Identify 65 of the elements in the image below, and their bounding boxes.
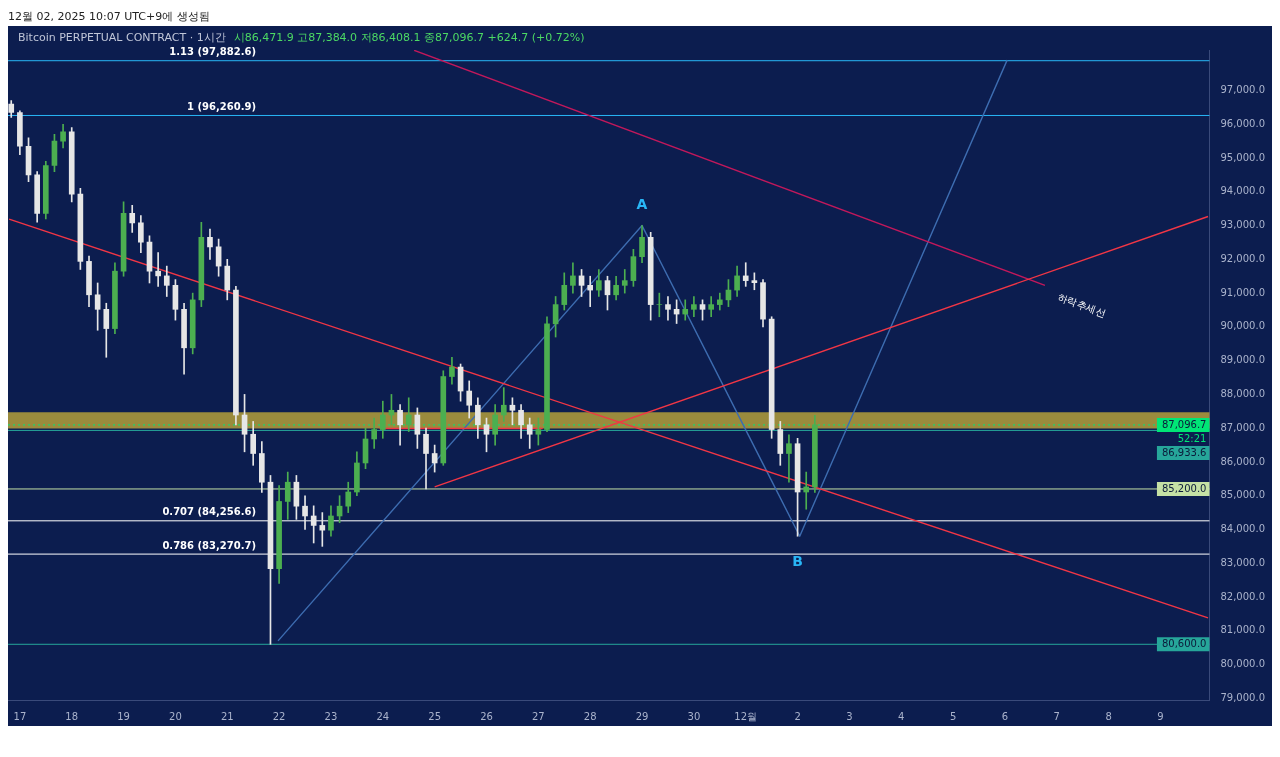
x-tick-label: 12월: [734, 710, 758, 722]
ref-line-label: 85,200.0: [1161, 482, 1207, 494]
y-tick-label: 86,000.0: [1220, 455, 1265, 467]
x-tick-label: 3: [846, 710, 853, 722]
y-tick-label: 97,000.0: [1220, 84, 1265, 96]
ref-line-label: 1.13 (97,882.6): [169, 46, 256, 58]
y-tick-label: 83,000.0: [1220, 556, 1265, 568]
ref-line-label: 80,600.0: [1161, 637, 1207, 649]
ref-line-label: 1 (96,260.9): [187, 101, 256, 113]
chart-subtitle: 시86,471.9 고87,384.0 저86,408.1 종87,096.7 +624.7 (+0.72%): [233, 30, 585, 44]
text: 12월 02, 2025 10:07 UTC+9에 생성됨: [8, 9, 211, 25]
x-tick-label: 22: [272, 710, 286, 722]
y-tick-label: 81,000.0: [1220, 624, 1265, 636]
candlestick: [803, 471, 810, 510]
y-tick-label: 79,000.0: [1220, 691, 1265, 703]
y-tick-label: 96,000.0: [1220, 117, 1265, 129]
candlestick: [742, 262, 749, 287]
x-tick-label: 28: [583, 710, 597, 722]
y-tick-label: 85,000.0: [1220, 489, 1265, 501]
annotation: B: [792, 552, 803, 569]
y-tick-label: 91,000.0: [1220, 286, 1265, 298]
x-tick-label: 24: [376, 710, 390, 722]
x-tick-label: 2: [794, 710, 801, 722]
x-tick-label: 7: [1053, 710, 1060, 722]
y-tick-label: 95,000.0: [1220, 151, 1265, 163]
candlestick: [155, 252, 161, 287]
y-tick-label: 80,000.0: [1220, 658, 1265, 670]
x-tick-label: 25: [428, 710, 442, 722]
ref-line-label: 0.707 (84,256.6): [162, 506, 256, 518]
ref-line-label: 86,933.6: [1161, 446, 1207, 458]
y-tick-label: 89,000.0: [1220, 354, 1265, 366]
x-tick-label: 30: [687, 710, 701, 722]
y-tick-label: 88,000.0: [1220, 388, 1265, 400]
y-tick-label: 92,000.0: [1220, 252, 1265, 264]
candlestick: [587, 275, 594, 307]
chart-title: Bitcoin PERPETUAL CONTRACT · 1시간: [18, 30, 226, 44]
ref-line-label: 0.786 (83,270.7): [162, 539, 256, 551]
candlestick: [656, 292, 663, 318]
x-tick-label: 23: [324, 710, 338, 722]
x-tick-label: 27: [531, 710, 545, 722]
candlestick: [786, 434, 792, 483]
annotation: A: [636, 196, 648, 213]
y-tick-label: 93,000.0: [1220, 219, 1265, 231]
x-tick-label: 21: [220, 710, 234, 722]
annotation: 52:21: [1177, 432, 1207, 444]
y-tick-label: 82,000.0: [1220, 590, 1265, 602]
x-tick-label: 9: [1157, 710, 1164, 722]
x-tick-label: 26: [480, 710, 493, 722]
candlestick: [665, 296, 671, 321]
x-tick-label: 5: [949, 710, 957, 722]
y-tick-label: 84,000.0: [1220, 523, 1265, 535]
x-tick-label: 19: [117, 710, 130, 722]
x-tick-label: 6: [1001, 710, 1009, 722]
y-tick-label: 94,000.0: [1220, 185, 1265, 197]
x-tick-label: 29: [635, 710, 649, 722]
x-tick-label: 8: [1105, 710, 1112, 722]
candlestick: [621, 269, 628, 294]
x-tick-label: 18: [65, 710, 79, 722]
x-tick-label: 17: [13, 710, 27, 722]
ref-line-label: 87,096.7: [1161, 418, 1207, 430]
y-tick-label: 90,000.0: [1220, 320, 1265, 332]
x-tick-label: 20: [169, 710, 182, 722]
x-tick-label: 4: [898, 710, 905, 722]
candlestick: [319, 512, 326, 547]
y-tick-label: 87,000.0: [1220, 421, 1265, 433]
